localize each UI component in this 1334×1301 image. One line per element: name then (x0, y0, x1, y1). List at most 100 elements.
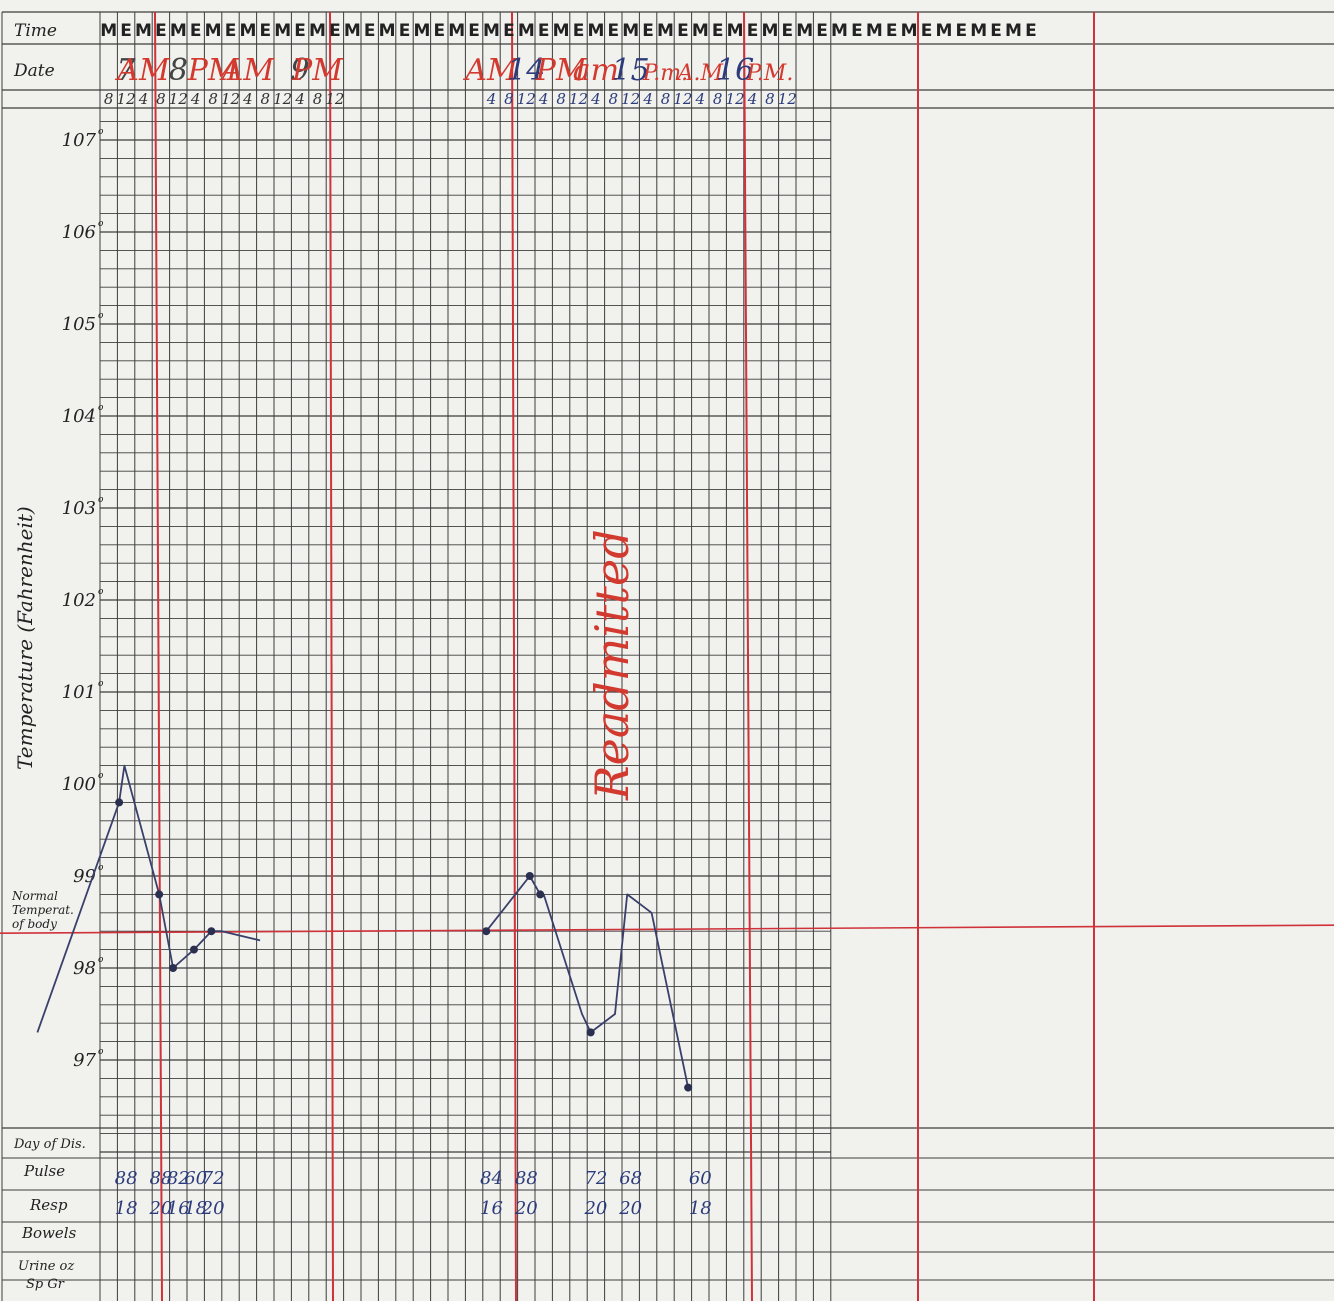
me-letter-m: M (205, 21, 222, 41)
hour-label: 12 (517, 90, 536, 108)
me-letter-m: M (831, 21, 848, 41)
y-tick-degree: o (98, 127, 104, 137)
temperature-series-line (542, 893, 689, 1088)
y-tick-label: 98 (73, 958, 96, 979)
me-letter-e: E (364, 21, 376, 41)
y-tick-degree: o (98, 219, 104, 229)
me-letter-e: E (677, 21, 689, 41)
resp-value: 16 (480, 1198, 503, 1219)
temperature-point (155, 890, 164, 899)
pulse-value: 60 (689, 1168, 712, 1189)
date-label-value: A.M (676, 61, 724, 86)
y-tick-degree: o (98, 495, 104, 505)
y-tick-degree: o (98, 1047, 104, 1057)
pulse-value: 88 (115, 1168, 138, 1189)
date-label-value: AM (114, 53, 171, 88)
hour-label: 12 (778, 90, 797, 108)
me-letter-m: M (866, 21, 883, 41)
hour-label: 4 (294, 90, 305, 108)
red-day-dividers (0, 11, 1334, 1301)
me-letter-m: M (135, 21, 152, 41)
pulse-value: 84 (480, 1168, 503, 1189)
date-label: Date (13, 61, 55, 81)
temperature-point (684, 1083, 693, 1092)
me-letter-e: E (921, 21, 933, 41)
temperature-point (482, 927, 491, 936)
day-of-disease-label: Day of Dis. (13, 1137, 86, 1152)
date-label-value: 14 (507, 53, 545, 88)
resp-value: 16 (167, 1198, 190, 1219)
hour-label: 12 (325, 90, 344, 108)
y-tick-degree: o (98, 403, 104, 413)
hour-label: 12 (169, 90, 188, 108)
me-letter-e: E (259, 21, 271, 41)
hour-label: 12 (673, 90, 692, 108)
me-letter-e: E (120, 21, 132, 41)
hour-label: 8 (556, 90, 566, 108)
hour-label: 8 (661, 90, 671, 108)
me-letter-m: M (170, 21, 187, 41)
date-label-value: am (573, 53, 619, 88)
me-letter-e: E (538, 21, 550, 41)
me-letter-e: E (712, 21, 724, 41)
date-label-value: AM (219, 53, 276, 88)
hour-label: 8 (104, 90, 114, 108)
hour-label: 12 (726, 90, 745, 108)
me-letter-m: M (344, 21, 361, 41)
y-tick-label: 106 (62, 222, 96, 243)
resp-value: 18 (184, 1198, 207, 1219)
normal-temp-label: Normal (11, 889, 58, 903)
hour-label: 12 (569, 90, 588, 108)
me-letter-e: E (607, 21, 619, 41)
resp-value: 20 (514, 1198, 538, 1219)
pulse-value: 88 (515, 1168, 538, 1189)
date-label-value: P.m. (642, 61, 688, 86)
me-letter-m: M (727, 21, 744, 41)
me-letter-e: E (851, 21, 863, 41)
y-tick-label: 97 (73, 1050, 96, 1071)
me-letter-e: E (1025, 21, 1037, 41)
hour-label: 8 (713, 90, 723, 108)
red-divider (511, 11, 517, 1301)
me-letter-m: M (901, 21, 918, 41)
me-letter-e: E (503, 21, 515, 41)
resp-value: 20 (201, 1198, 225, 1219)
me-letter-m: M (518, 21, 535, 41)
me-letter-e: E (190, 21, 202, 41)
date-label-value: PM (535, 53, 588, 88)
date-label-value: 8 (169, 53, 188, 88)
spgr-label: Sp Gr (26, 1277, 65, 1292)
red-divider (329, 11, 334, 1301)
me-letter-e: E (886, 21, 898, 41)
resp-value: 20 (618, 1198, 642, 1219)
date-label-value: PM (291, 53, 344, 88)
pulse-value: 82 (167, 1168, 190, 1189)
y-tick-label: 104 (62, 406, 96, 427)
normal-temp-label: Temperat. (12, 903, 74, 917)
urine-label: Urine oz (18, 1259, 74, 1274)
hour-label: 4 (538, 90, 549, 108)
red-divider (154, 11, 163, 1301)
me-letter-m: M (935, 21, 952, 41)
pulse-value: 60 (184, 1168, 207, 1189)
date-label-value: 7 (117, 53, 137, 88)
me-letter-m: M (692, 21, 709, 41)
normal-temp-label: of body (12, 917, 57, 931)
temperature-point (586, 1028, 595, 1037)
row-labels: Time Date Day of Dis. Pulse Resp Bowels Urine … (11, 21, 86, 1292)
annotation-layer: Readmitted (585, 529, 639, 801)
date-label-value: AM (462, 53, 519, 88)
me-letter-e: E (642, 21, 654, 41)
hour-label: 4 (138, 90, 149, 108)
hour-label: 4 (590, 90, 601, 108)
hour-label: 8 (504, 90, 514, 108)
resp-label: Resp (29, 1196, 68, 1214)
y-tick-label: 101 (62, 682, 96, 703)
date-label-value: 15 (612, 53, 650, 88)
me-letter-m: M (970, 21, 987, 41)
series-layer (36, 764, 693, 1092)
hour-label: 4 (747, 90, 758, 108)
y-tick-degree: o (98, 955, 104, 965)
